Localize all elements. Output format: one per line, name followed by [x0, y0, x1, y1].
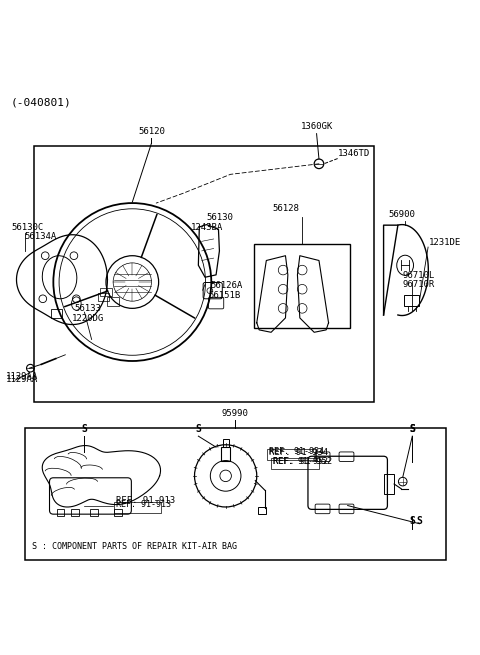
Text: 1360GK: 1360GK [300, 122, 333, 131]
Text: S : COMPONENT PARTS OF REPAIR KIT-AIR BAG: S : COMPONENT PARTS OF REPAIR KIT-AIR BA… [32, 542, 237, 551]
Text: 1231DE: 1231DE [429, 238, 461, 247]
Bar [258, 507, 266, 514]
Bar [384, 474, 394, 494]
Text: 1220DG: 1220DG [72, 314, 104, 323]
Text: 95990: 95990 [222, 409, 249, 419]
Text: REF. 91-934: REF. 91-934 [269, 448, 328, 457]
Bar [221, 447, 230, 460]
Text: 1129AA: 1129AA [5, 372, 38, 381]
Text: REF. 91-913: REF. 91-913 [116, 500, 170, 510]
Text: S: S [409, 516, 415, 526]
Text: 56900: 56900 [388, 210, 415, 219]
Text: 56128: 56128 [272, 204, 299, 213]
Text: 56130: 56130 [206, 214, 233, 222]
Text: 56120: 56120 [138, 127, 165, 136]
Bar [254, 244, 350, 328]
Text: 1129AA: 1129AA [5, 375, 38, 384]
Text: S: S [195, 424, 201, 434]
Text: (-040801): (-040801) [10, 98, 71, 108]
Text: 56133: 56133 [75, 304, 102, 313]
Bar [114, 510, 122, 516]
Bar [90, 510, 98, 516]
Bar [100, 288, 112, 297]
Text: 96710R: 96710R [403, 280, 435, 290]
Text: 56151B: 56151B [209, 291, 241, 300]
Text: 56126A: 56126A [210, 281, 242, 290]
Text: S: S [82, 424, 87, 434]
Text: 96710L: 96710L [403, 271, 435, 280]
Text: S: S [409, 424, 415, 434]
Bar [71, 510, 79, 516]
Text: S: S [417, 516, 422, 526]
Bar [24, 428, 446, 559]
Text: REF. 91-952: REF. 91-952 [273, 457, 327, 466]
Bar [404, 295, 420, 306]
Text: 1346TD: 1346TD [338, 149, 371, 158]
Text: S: S [409, 424, 415, 434]
Bar [51, 309, 62, 318]
Text: 1243BA: 1243BA [191, 223, 223, 232]
Bar [57, 510, 64, 516]
Text: REF. 91-913: REF. 91-913 [116, 496, 175, 504]
Text: REF. 91-934: REF. 91-934 [269, 447, 324, 457]
Text: 56130C: 56130C [12, 223, 44, 232]
Text: 56134A: 56134A [24, 233, 57, 241]
Bar [34, 145, 374, 402]
Bar [98, 293, 109, 301]
Bar [108, 297, 119, 306]
Bar [223, 440, 228, 447]
Text: REF. 91-952: REF. 91-952 [273, 457, 332, 466]
